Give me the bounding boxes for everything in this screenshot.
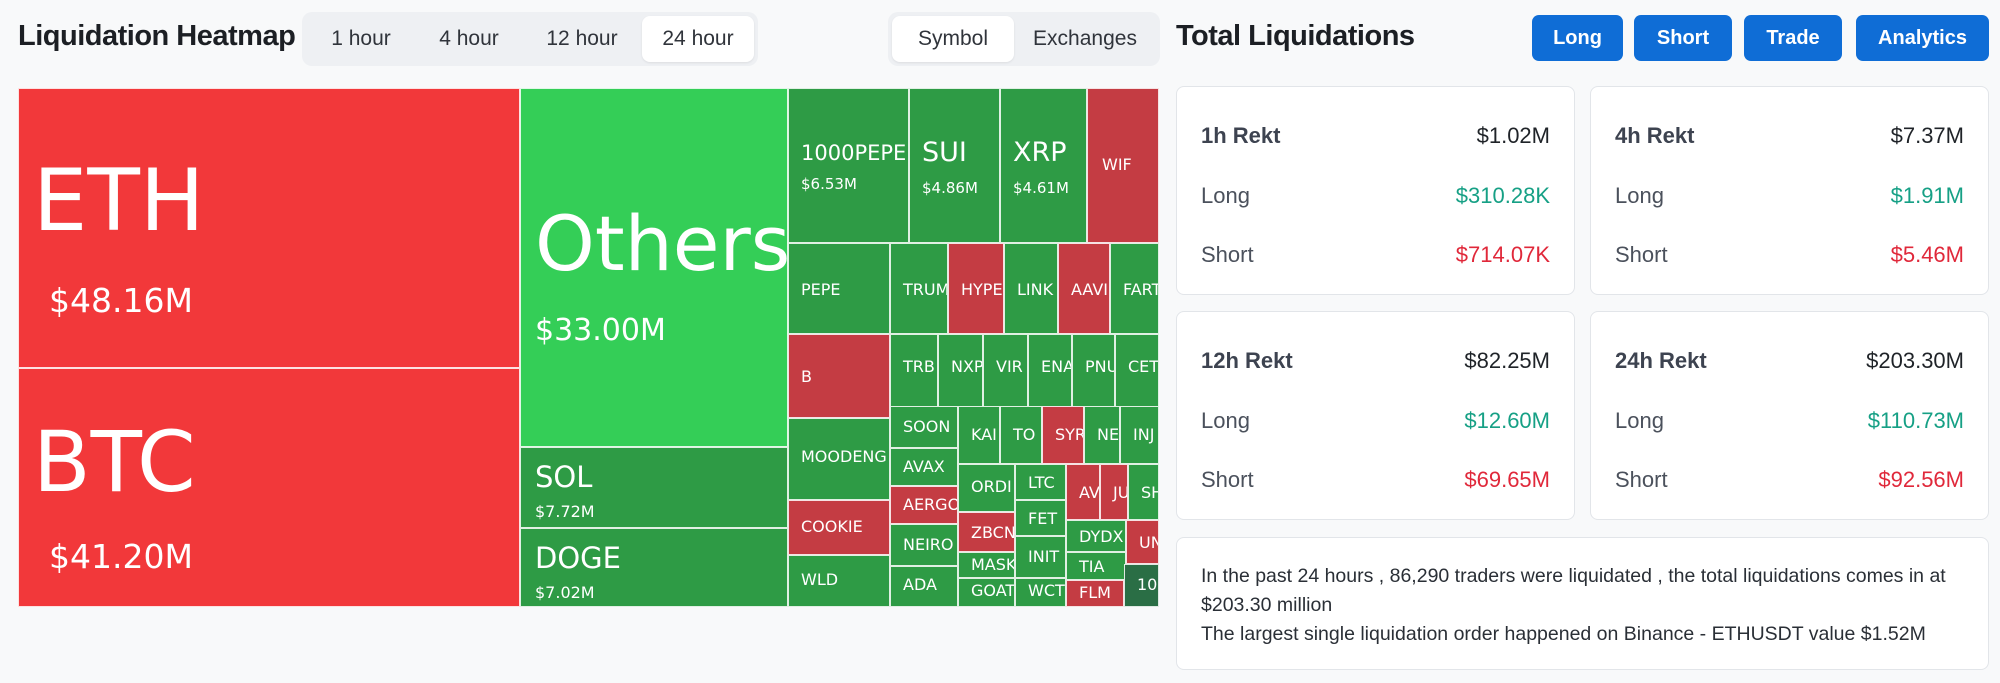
heatmap-cell-zbcn[interactable]: ZBCN [958,512,1015,552]
heatmap-cell-ada[interactable]: ADA [890,566,958,607]
heatmap-cell-trump[interactable]: TRUM [890,243,948,334]
heatmap-cell-fart[interactable]: FART [1110,243,1159,334]
heatmap-cell-syrup[interactable]: SYR [1042,406,1084,464]
time-range-tabs: 1 hour 4 hour 12 hour 24 hour [302,12,758,66]
heatmap-cell-tia[interactable]: TIA [1066,552,1126,580]
rekt-card-4h: 4h Rekt $7.37M Long $1.91M Short $5.46M [1590,86,1989,295]
heatmap-cell-mask[interactable]: MASK [958,552,1015,578]
heatmap-cell-sui[interactable]: SUI $4.86M [909,88,1000,243]
heatmap-cell-near[interactable]: NE [1084,406,1120,464]
heatmap-cell-ton[interactable]: TO [1000,406,1042,464]
tab-1-hour[interactable]: 1 hour [331,27,391,50]
liquidation-treemap: ETH $48.16M BTC $41.20M Others $33.00M S… [18,88,1159,607]
heatmap-cell-init[interactable]: INIT [1015,536,1066,578]
heatmap-cell-b[interactable]: B [788,334,890,418]
summary-line-2: $203.30 million [1201,594,1333,616]
heatmap-cell-kaito[interactable]: KAI [958,406,1000,464]
heatmap-cell-btc[interactable]: BTC $41.20M [18,368,520,607]
heatmap-cell-ordi[interactable]: ORDI [958,464,1015,512]
heatmap-cell-eth[interactable]: ETH $48.16M [18,88,520,368]
heatmap-cell-ltc[interactable]: LTC [1015,464,1066,500]
tab-exchanges[interactable]: Exchanges [1033,27,1137,50]
heatmap-cell-inj[interactable]: INJ [1120,406,1159,464]
heatmap-cell-shib[interactable]: SH [1128,464,1159,520]
heatmap-cell-avax[interactable]: AVAX [890,448,958,486]
heatmap-cell-flm[interactable]: FLM [1066,580,1124,607]
tab-24-hour[interactable]: 24 hour [642,16,754,62]
liquidation-summary: In the past 24 hours , 86,290 traders we… [1176,537,1989,670]
heatmap-cell-10[interactable]: 10 [1124,564,1159,607]
heatmap-cell-doge[interactable]: DOGE $7.02M [520,528,788,607]
heatmap-cell-virtual[interactable]: VIR [983,334,1028,418]
analytics-button[interactable]: Analytics [1856,15,1989,61]
rekt-card-24h: 24h Rekt $203.30M Long $110.73M Short $92.5… [1590,311,1989,520]
trade-button[interactable]: Trade [1744,15,1842,61]
heatmap-cell-goat[interactable]: GOAT [958,578,1015,607]
heatmap-cell-1000pepe[interactable]: 1000PEPE $6.53M [788,88,909,243]
heatmap-cell-cetus[interactable]: CET [1115,334,1159,418]
rekt-card-1h: 1h Rekt $1.02M Long $310.28K Short $714.07K [1176,86,1575,295]
heatmap-cell-wif[interactable]: WIF [1087,88,1159,243]
tab-symbol[interactable]: Symbol [892,16,1014,62]
heatmap-cell-aergo[interactable]: AERGO [890,486,958,524]
heatmap-cell-hype[interactable]: HYPE [948,243,1004,334]
heatmap-cell-fet[interactable]: FET [1015,500,1066,536]
heatmap-cell-pnut[interactable]: PNU [1072,334,1115,418]
heatmap-cell-pepe[interactable]: PEPE [788,243,890,334]
heatmap-cell-nxpc[interactable]: NXP [938,334,983,418]
view-tabs: Symbol Exchanges [888,12,1160,66]
tab-4-hour[interactable]: 4 hour [439,27,499,50]
heatmap-cell-jup[interactable]: JU [1100,464,1128,520]
heatmap-cell-neiro[interactable]: NEIRO [890,524,958,566]
heatmap-cell-uni[interactable]: UN [1126,520,1159,564]
heatmap-cell-trb[interactable]: TRB [890,334,938,418]
total-liquidations-title: Total Liquidations [1176,20,1415,52]
rekt-card-12h: 12h Rekt $82.25M Long $12.60M Short $69.65M [1176,311,1575,520]
tab-12-hour[interactable]: 12 hour [546,27,618,50]
heatmap-cell-dydx[interactable]: DYDX [1066,520,1126,552]
heatmap-cell-moodeng[interactable]: MOODENG [788,418,890,500]
heatmap-cell-soon[interactable]: SOON [890,406,958,448]
heatmap-cell-aave[interactable]: AAVI [1058,243,1110,334]
heatmap-cell-wct[interactable]: WCT [1015,578,1066,607]
heatmap-cell-sol[interactable]: SOL $7.72M [520,447,788,528]
short-button[interactable]: Short [1634,15,1732,61]
heatmap-cell-av[interactable]: AV [1066,464,1100,520]
page-title: Liquidation Heatmap [18,20,296,52]
summary-line-3: The largest single liquidation order hap… [1201,623,1926,645]
summary-line-1: In the past 24 hours , 86,290 traders we… [1201,565,1946,587]
long-button[interactable]: Long [1532,15,1623,61]
heatmap-cell-link[interactable]: LINK [1004,243,1058,334]
heatmap-cell-xrp[interactable]: XRP $4.61M [1000,88,1087,243]
heatmap-cell-others[interactable]: Others $33.00M [520,88,788,447]
heatmap-cell-wld[interactable]: WLD [788,555,890,607]
heatmap-cell-cookie[interactable]: COOKIE [788,500,890,555]
